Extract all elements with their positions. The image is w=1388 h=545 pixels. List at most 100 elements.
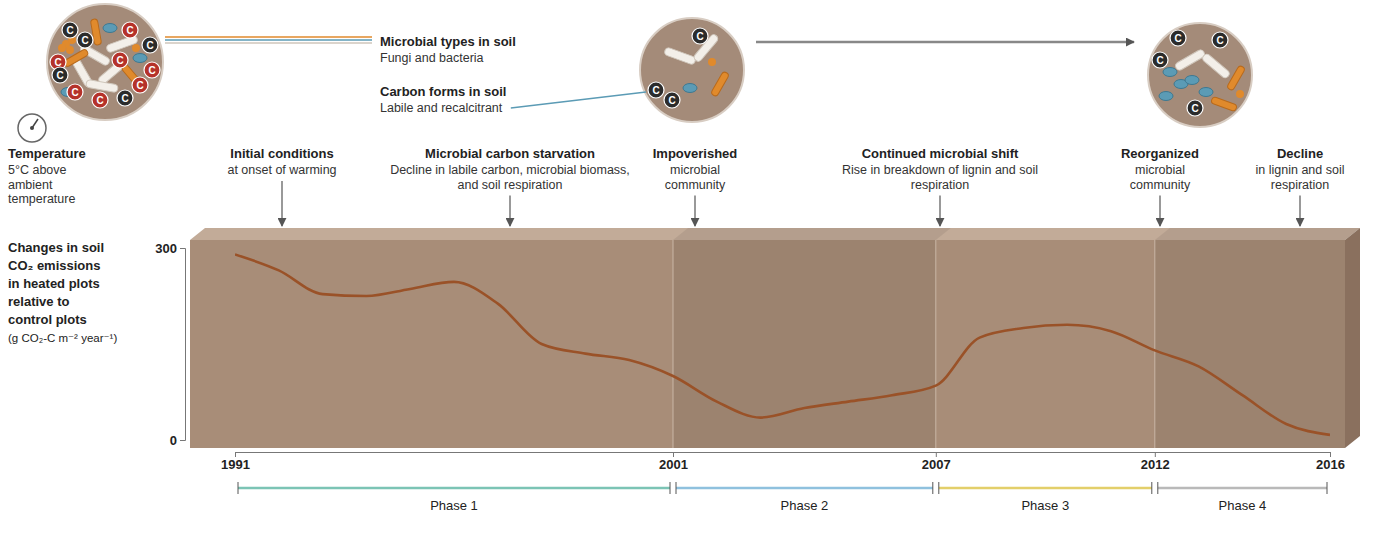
annotation-line: temperature <box>8 192 75 206</box>
annotation-arrow <box>281 181 282 226</box>
carbon-symbol: C <box>81 35 88 46</box>
y-axis-title: control plots <box>8 312 87 327</box>
tick-label: 0 <box>170 433 177 448</box>
tick: 2012 <box>1141 452 1170 472</box>
carbon-icon: C <box>77 32 93 48</box>
annotation-title: Decline <box>1277 146 1323 161</box>
carbon-icon: C <box>1152 52 1168 68</box>
key-title: Carbon forms in soil <box>380 84 506 99</box>
gauge-icon <box>18 114 46 142</box>
tick: 2007 <box>922 452 951 472</box>
annotation-line: microbial <box>1135 163 1185 177</box>
phase-label: Phase 2 <box>781 498 829 513</box>
carbon-dot <box>122 22 138 38</box>
microbe-cell <box>1159 92 1173 101</box>
annotation-title: Microbial carbon starvation <box>425 146 595 161</box>
microbe-dot <box>1236 90 1244 98</box>
carbon-icon: C <box>62 22 78 38</box>
y-axis-title: CO₂ emissions <box>8 258 100 273</box>
carbon-dot <box>77 32 93 48</box>
carbon-symbol: C <box>126 25 133 36</box>
tick-mark <box>180 248 185 249</box>
tick-label: 300 <box>155 241 177 256</box>
annotation-line: Decline in labile carbon, microbial biom… <box>390 163 630 177</box>
phase-bracket <box>238 487 670 490</box>
tick: 0 <box>170 433 185 448</box>
tick-label: 2016 <box>1316 457 1345 472</box>
carbon-icon: C <box>144 62 160 78</box>
carbon-dot <box>1170 30 1186 46</box>
annotation-line: Rise in breakdown of lignin and soil <box>842 163 1038 177</box>
tick: 1991 <box>221 452 250 472</box>
box-side <box>1345 228 1360 448</box>
phase-bracket <box>939 487 1152 490</box>
phase-bracket-end <box>238 482 239 494</box>
x-axis: 1991 2001 2007 2012 2016 <box>221 452 1345 472</box>
soil-circle: CCCC <box>1148 23 1252 127</box>
gauge-dial <box>18 114 46 142</box>
annotation-line: in lignin and soil <box>1256 163 1345 177</box>
carbon-dot <box>648 82 664 98</box>
annotation-arrow <box>1299 196 1300 227</box>
soil-circle: CCCCCCCCCCCC <box>47 4 163 120</box>
carbon-dot <box>112 52 128 68</box>
microbe-cell <box>1199 88 1213 97</box>
annotation-arrow <box>509 196 510 227</box>
axis-line <box>180 249 186 441</box>
carbon-icon: C <box>112 52 128 68</box>
tick: 2001 <box>659 452 688 472</box>
annotation-line: and soil respiration <box>458 178 563 192</box>
key-leader <box>165 42 372 44</box>
phase-block-top <box>1155 228 1360 240</box>
carbon-icon: C <box>648 82 664 98</box>
phase-bracket-end <box>1327 482 1328 494</box>
carbon-icon: C <box>92 92 108 108</box>
phase-block <box>1155 240 1345 448</box>
carbon-dot <box>52 67 68 83</box>
annotation-line: ambient <box>8 178 53 192</box>
data-line <box>235 254 1330 434</box>
carbon-symbol: C <box>668 95 675 106</box>
annotation-title: Temperature <box>8 146 86 161</box>
microbe-cell <box>103 24 117 33</box>
carbon-symbol: C <box>116 55 123 66</box>
gauge-hub <box>30 126 34 130</box>
carbon-dot <box>92 92 108 108</box>
soil-circle-ground <box>1148 23 1252 127</box>
annotation-text: at onset of warming <box>227 163 336 177</box>
microbe-fungus <box>664 47 697 65</box>
carbon-symbol: C <box>121 93 128 104</box>
carbon-dot <box>1152 52 1168 68</box>
tick-label: 2001 <box>659 457 688 472</box>
key-leader <box>165 39 372 41</box>
y-axis-title: relative to <box>8 294 69 309</box>
soil-circle-ground <box>47 4 163 120</box>
phase-edge <box>935 240 936 448</box>
microbe-rod <box>1226 65 1245 91</box>
plot-area <box>235 254 1330 434</box>
phase-edge <box>673 240 674 448</box>
microbe-dot <box>66 46 74 54</box>
y-axis-title: in heated plots <box>8 276 100 291</box>
phase-edge <box>1154 240 1155 448</box>
annotation-line: respiration <box>911 178 969 192</box>
annotation-title: Continued microbial shift <box>862 146 1019 161</box>
annotation-line: microbial <box>670 163 720 177</box>
tick: 300 <box>155 241 185 256</box>
annotation-text: Rise in breakdown of lignin and soilresp… <box>842 163 1038 192</box>
annotation-title: Impoverished <box>653 146 738 161</box>
phase-bracket-end <box>676 482 677 494</box>
key-text: Labile and recalcitrant <box>380 101 503 115</box>
key-leader <box>165 36 372 38</box>
microbe-fungus <box>86 79 119 92</box>
tick-mark <box>180 440 185 441</box>
microbe-fungus <box>1201 53 1231 80</box>
annotation-text: microbialcommunity <box>1130 163 1191 192</box>
microbe-cell <box>1185 76 1199 85</box>
carbon-icon: C <box>52 67 68 83</box>
carbon-symbol: C <box>71 87 78 98</box>
annotation-line: at onset of warming <box>227 163 336 177</box>
carbon-symbol: C <box>696 31 703 42</box>
soil-circle: CCC <box>640 18 744 122</box>
y-axis-unit: (g CO₂-C m⁻² year⁻¹) <box>8 332 117 344</box>
